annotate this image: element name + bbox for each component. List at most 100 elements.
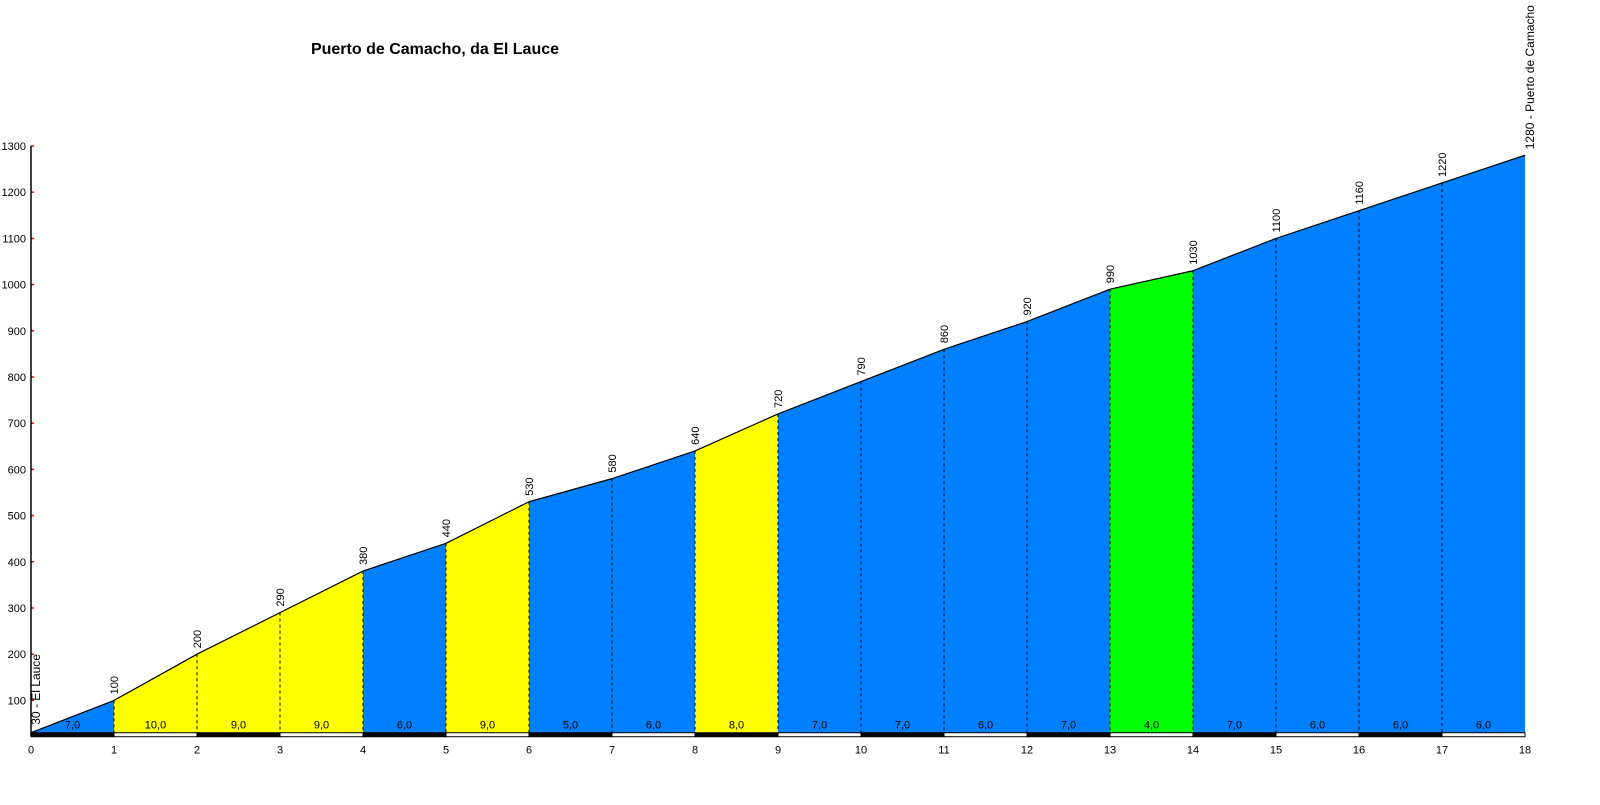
km-bar	[1109, 732, 1194, 738]
km-bar	[113, 732, 198, 738]
y-tick-label: 500	[8, 511, 26, 523]
end-label: 1280 - Puerto de Camacho	[1523, 5, 1537, 149]
elevation-label: 380	[358, 547, 370, 565]
elevation-label: 1030	[1188, 240, 1200, 264]
gradient-label: 6,0	[1310, 720, 1325, 732]
x-tick-label: 4	[360, 745, 366, 757]
km-bar	[694, 732, 779, 738]
y-tick-label: 1100	[2, 233, 26, 245]
profile-segment	[778, 381, 861, 733]
elevation-label: 920	[1022, 297, 1034, 315]
y-tick-label: 900	[8, 326, 26, 338]
y-tick-label: 1200	[2, 187, 26, 199]
x-tick-label: 2	[194, 745, 200, 757]
gradient-label: 7,0	[1227, 720, 1242, 732]
gradient-label: 7,0	[812, 720, 827, 732]
km-bar	[611, 732, 696, 738]
profile-line	[1192, 237, 1277, 272]
x-tick-label: 14	[1187, 745, 1199, 757]
profile-line	[860, 348, 945, 383]
profile-line	[611, 450, 696, 480]
x-tick-label: 16	[1353, 745, 1365, 757]
km-bar	[777, 732, 862, 738]
profile-line	[1026, 288, 1111, 323]
elevation-label: 640	[690, 427, 702, 445]
profile-segment	[529, 478, 612, 733]
x-tick-label: 11	[938, 745, 949, 757]
km-bar	[1358, 732, 1443, 738]
y-tick-label: 400	[8, 557, 26, 569]
profile-line	[943, 320, 1028, 350]
gradient-label: 6,0	[646, 720, 661, 732]
km-bar	[1441, 732, 1526, 738]
profile-line	[1441, 154, 1526, 184]
elevation-label: 1100	[1271, 209, 1283, 233]
km-bar	[196, 732, 281, 738]
gradient-label: 10,0	[145, 720, 166, 732]
start-label: 30 - El Lauce	[29, 654, 43, 725]
gradient-label: 4,0	[1144, 720, 1159, 732]
profile-line	[1358, 182, 1443, 212]
x-tick-label: 17	[1436, 745, 1448, 757]
x-tick-label: 15	[1270, 745, 1282, 757]
y-tick-label: 100	[8, 695, 26, 707]
chart-title: Puerto de Camacho, da El Lauce	[311, 41, 559, 58]
elevation-label: 200	[192, 630, 204, 648]
elevation-label: 440	[441, 519, 453, 537]
gradient-label: 6,0	[978, 720, 993, 732]
profile-line	[1275, 210, 1360, 239]
profile-line	[528, 478, 613, 503]
gradient-label: 6,0	[1393, 720, 1408, 732]
profile-line	[30, 699, 115, 734]
y-tick-label: 1000	[2, 280, 26, 292]
profile-line	[694, 413, 779, 452]
profile-line	[279, 570, 364, 614]
x-tick-label: 9	[775, 745, 781, 757]
km-bar	[445, 732, 530, 738]
elevation-label: 1160	[1354, 181, 1366, 205]
profile-segment	[1110, 270, 1193, 733]
profile-segment	[114, 654, 197, 733]
km-bar	[1026, 732, 1111, 738]
x-tick-label: 18	[1519, 745, 1531, 757]
profile-line	[362, 542, 447, 572]
x-tick-label: 6	[526, 745, 532, 757]
x-tick-label: 1	[111, 745, 117, 757]
km-bar	[1275, 732, 1360, 738]
profile-segment	[1442, 155, 1525, 733]
y-tick-label: 300	[8, 603, 26, 615]
profile-segment	[695, 413, 778, 733]
profile-segment	[1359, 182, 1442, 733]
profile-segment	[861, 349, 944, 733]
elevation-label: 990	[1105, 265, 1117, 283]
x-tick-label: 5	[443, 745, 449, 757]
elevation-label: 580	[607, 454, 619, 472]
profile-segment	[1193, 238, 1276, 733]
km-bar	[30, 732, 115, 738]
profile-segment	[1027, 289, 1110, 733]
profile-line	[777, 381, 862, 415]
x-tick-label: 13	[1104, 745, 1116, 757]
profile-segment	[280, 571, 363, 733]
gradient-label: 6,0	[397, 720, 412, 732]
x-tick-label: 12	[1021, 745, 1033, 757]
gradient-label: 8,0	[729, 720, 744, 732]
y-tick-label: 700	[8, 418, 26, 430]
profile-segment	[1276, 210, 1359, 733]
elevation-label: 860	[939, 325, 951, 343]
y-tick-label: 600	[8, 464, 26, 476]
y-tick-label: 800	[8, 372, 26, 384]
elevation-label: 720	[773, 390, 785, 408]
profile-segment	[363, 543, 446, 733]
gradient-label: 5,0	[563, 720, 578, 732]
km-bar	[1192, 732, 1277, 738]
elevation-label: 100	[109, 676, 121, 694]
profile-segment	[446, 501, 529, 733]
x-tick-label: 7	[609, 745, 615, 757]
profile-line	[1109, 270, 1194, 290]
y-tick-label: 200	[8, 649, 26, 661]
profile-segment	[197, 612, 280, 733]
km-bar	[860, 732, 945, 738]
elevation-label: 530	[524, 477, 536, 495]
